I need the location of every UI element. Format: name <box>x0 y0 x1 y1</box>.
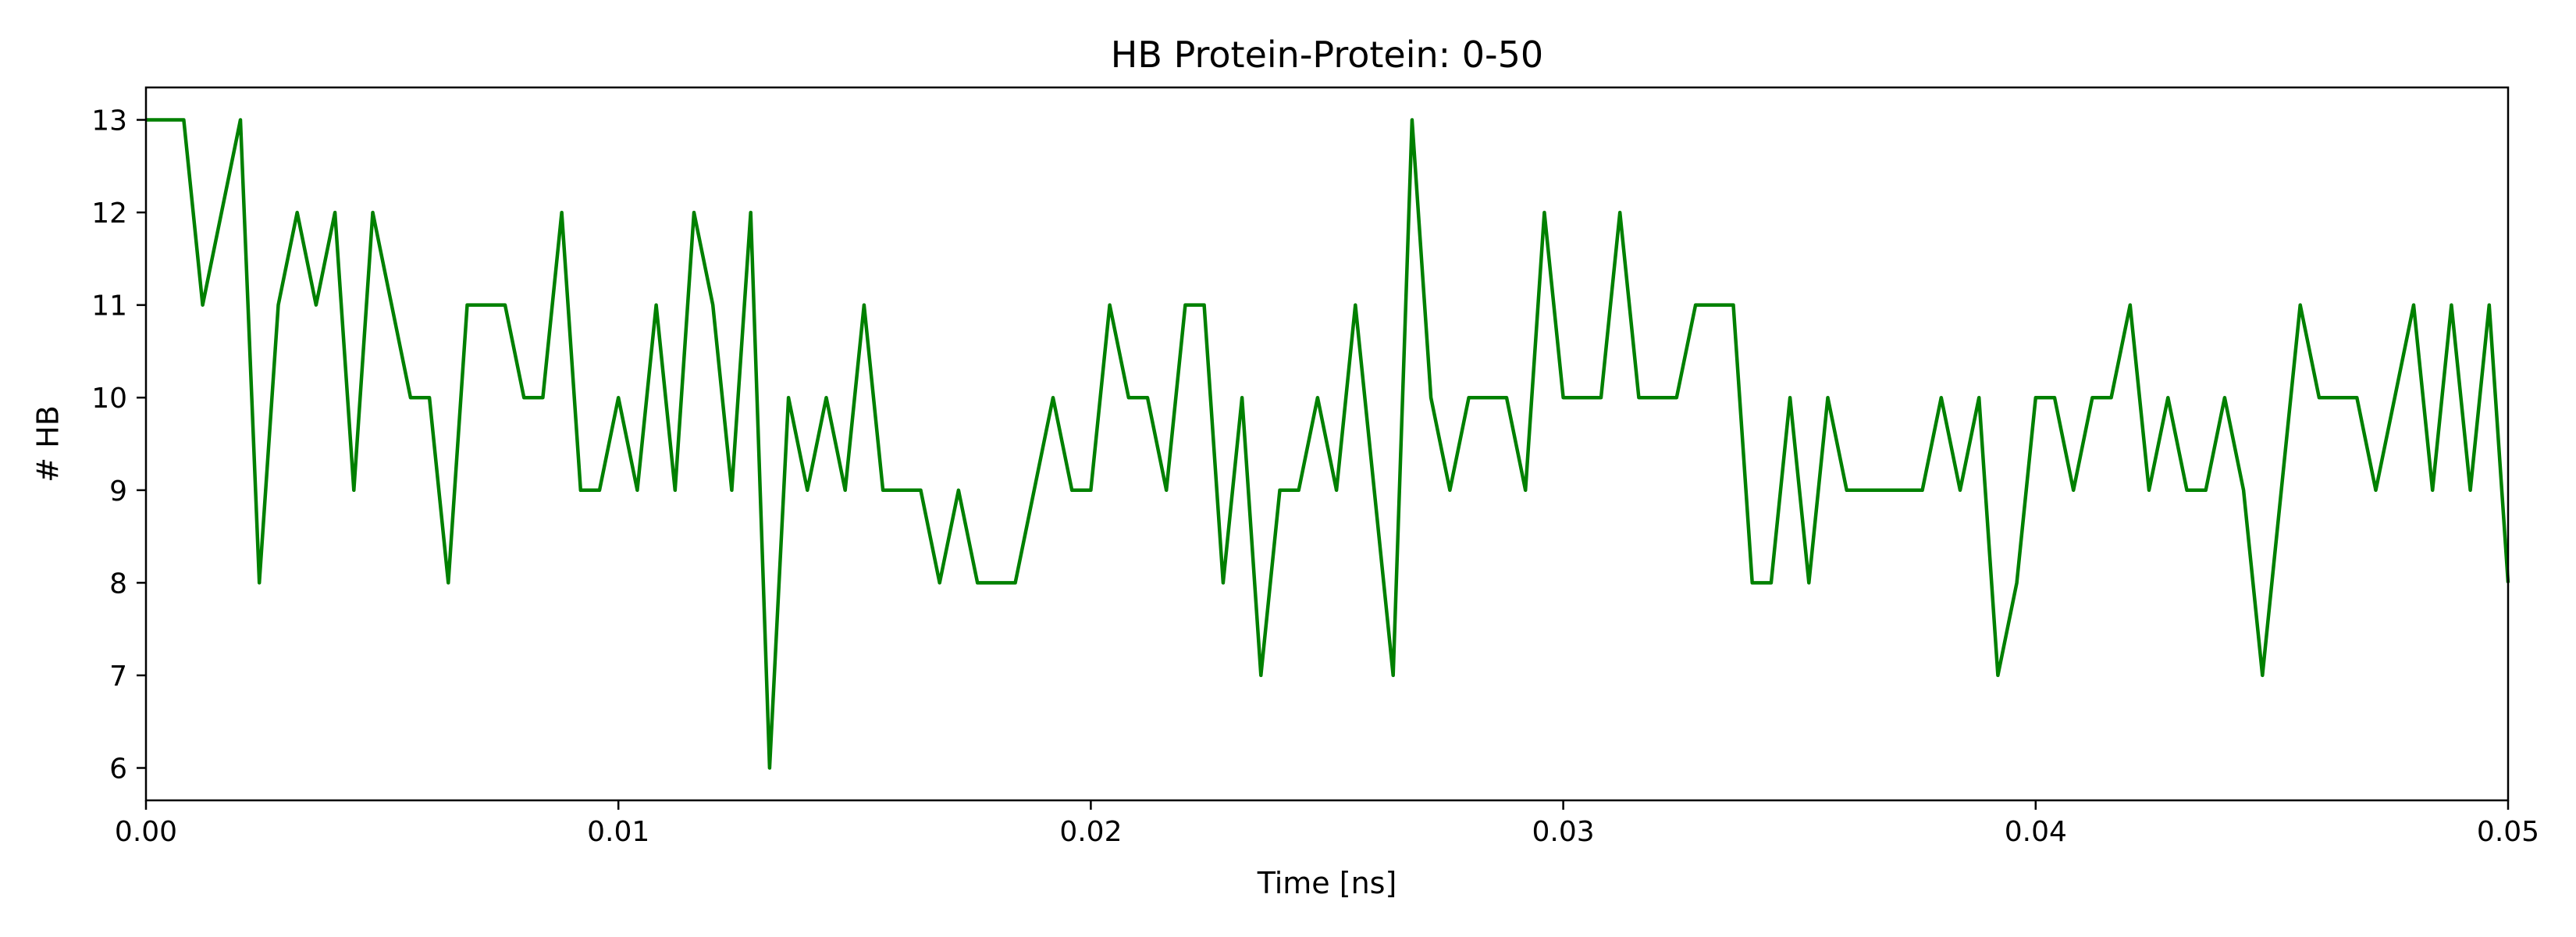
y-tick-label: 13 <box>91 105 127 137</box>
x-tick-label: 0.04 <box>2005 816 2067 848</box>
plot-frame <box>144 86 2510 802</box>
x-tick-label: 0.01 <box>587 816 649 848</box>
y-axis: 6 7 8 9 10 11 12 13 <box>91 105 146 786</box>
y-tick-label: 9 <box>109 476 127 508</box>
series-line <box>146 118 2510 770</box>
x-tick-label: 0.03 <box>1532 816 1595 848</box>
plot-area <box>146 118 2510 770</box>
x-tick-label: 0.05 <box>2477 816 2539 848</box>
y-tick-label: 12 <box>91 198 127 230</box>
y-tick-label: 11 <box>91 290 127 322</box>
y-tick-label: 10 <box>91 383 127 415</box>
x-axis: 0.00 0.01 0.02 0.03 0.04 0.05 <box>115 800 2539 848</box>
y-tick-label: 8 <box>109 568 127 600</box>
chart-title: HB Protein-Protein: 0-50 <box>1111 34 1543 76</box>
x-axis-label: Time [ns] <box>1257 866 1397 900</box>
y-tick-label: 6 <box>109 754 127 786</box>
y-tick-label: 7 <box>109 661 127 693</box>
x-tick-label: 0.00 <box>115 816 177 848</box>
y-axis-label: # HB <box>31 405 66 483</box>
x-tick-label: 0.02 <box>1059 816 1122 848</box>
